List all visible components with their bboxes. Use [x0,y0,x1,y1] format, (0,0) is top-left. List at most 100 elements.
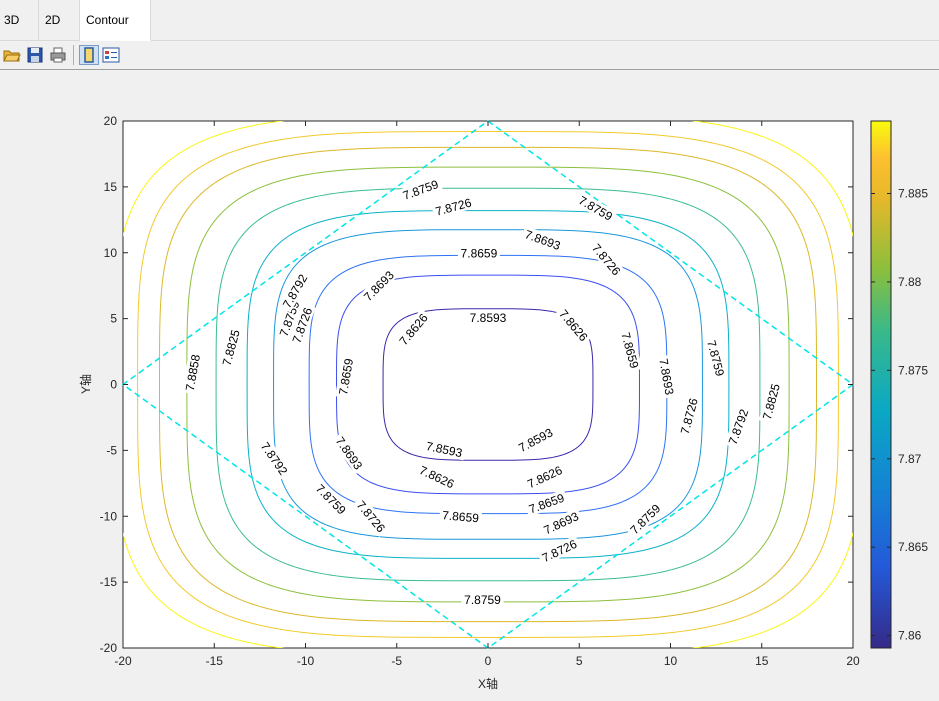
tab-3d-label: 3D [4,13,20,27]
x-tick-label: -20 [114,654,132,668]
open-folder-button[interactable] [2,45,22,65]
contour-label-bg [278,269,312,313]
contour-label-bg [520,225,565,254]
colorbar-tick-label: 7.885 [898,187,928,201]
contour-label-bg [431,194,476,219]
toolbar [0,41,939,70]
tab-2d-label: 2D [45,13,61,27]
contour-label: 7.8693 [656,357,676,396]
tab-bar: 3D 2D Contour line [0,0,939,67]
contour-label-bg [537,535,582,566]
y-tick-label: -15 [100,575,118,589]
tab-3d[interactable]: 3D [0,0,39,40]
y-axis-label: Y轴 [78,374,93,394]
contour-label-bg [703,336,729,381]
y-tick-label: -20 [100,641,118,655]
print-icon [50,47,66,63]
contour-label-bg [625,499,665,539]
y-tick-label: 0 [110,378,117,392]
x-tick-label: 10 [664,654,678,668]
contour-line-9 [123,121,853,648]
contour-label-group: 7.8759 [461,592,504,607]
contour-label-bg [335,354,357,399]
y-tick-label: -10 [100,509,118,523]
colorbar-tick-label: 7.875 [898,363,928,377]
contour-label-bg [587,238,626,280]
contour-label-bg [422,437,467,461]
contour-line-5 [215,187,761,582]
single-view-button[interactable] [79,45,99,65]
contour-label-group: 7.8659 [439,507,483,526]
contour-label-group: 7.8693 [656,354,678,399]
y-tick-label: -5 [106,443,117,457]
colorbar-tick-label: 7.87 [898,452,922,466]
x-tick-label: 0 [485,654,492,668]
contour-label-bg [181,350,203,395]
colorbar-tick-label: 7.88 [898,275,922,289]
colorbar-ticks: 7.86 7.865 7.87 7.875 7.88 7.885 [871,187,928,643]
x-tick-label: 15 [755,654,769,668]
contour-line-1 [336,274,640,495]
tab-2d[interactable]: 2D [39,0,80,40]
contour-label-bg [256,437,293,480]
contour-label-bg [461,592,504,607]
contour-label-bg [522,461,567,492]
colorbar-tick-label: 7.865 [898,540,928,554]
x-axis-label: X轴 [478,676,498,691]
open-folder-icon [3,50,21,62]
print-button[interactable] [48,45,68,65]
x-tick-label: 5 [576,654,583,668]
save-button[interactable] [25,45,45,65]
contour-label-bg [513,423,558,456]
y-tick-label: 5 [110,312,117,326]
property-view-icon [102,47,120,63]
property-view-button[interactable] [101,45,121,65]
contour-label: 7.8659 [336,357,356,396]
contour-label-bg [358,265,399,306]
contour-label-bg [524,489,569,517]
y-tick-label: 10 [104,246,118,260]
x-tick-label: -10 [297,654,315,668]
save-icon [27,47,43,63]
single-view-icon [84,47,94,63]
contour-label: 7.8659 [461,246,498,260]
colorbar-tick-label: 7.86 [898,629,922,643]
toolbar-separator [73,45,74,65]
contour-label-bg [457,245,500,260]
y-tick-label: 15 [104,180,118,194]
contour-label-bg [218,325,243,370]
contour-label-bg [439,507,483,526]
contour-label-bg [656,354,678,399]
contour-label-group: 7.8593 [467,310,509,325]
contour-label: 7.8759 [464,593,501,607]
x-axis: -20 -15 -10 -5 0 5 10 15 20 [114,121,860,668]
contour-label: 7.8593 [470,311,507,325]
contour-label-bg [311,479,351,519]
y-tick-label: 20 [104,114,118,128]
contour-line-8 [137,131,839,638]
contour-label: 7.8659 [442,508,480,525]
contour-line-4 [246,210,730,559]
contour-label-bg [275,296,303,341]
contour-label-bg [288,303,316,348]
contour-label-bg [554,304,593,346]
contour-label-bg [758,379,784,424]
contour-label-bg [724,404,752,449]
contour-label-bg [414,461,459,492]
x-tick-label: 20 [846,654,860,668]
contour-label-bg [539,507,583,539]
contour-label: 7.8858 [183,353,203,392]
contour-label-group: 7.8659 [457,245,500,260]
contour-label-bg [352,495,391,537]
contour-label-group: 7.8858 [181,350,203,395]
contour-label-bg [618,328,643,373]
contour-label-bg [398,175,443,204]
contour-label-bg [331,431,368,475]
contour-label-group: 7.8659 [335,354,357,399]
plot-area [122,120,854,649]
contour-label-bg [467,310,509,325]
colorbar [870,120,892,649]
y-axis: -20 -15 -10 -5 0 5 10 15 20 [100,114,853,655]
